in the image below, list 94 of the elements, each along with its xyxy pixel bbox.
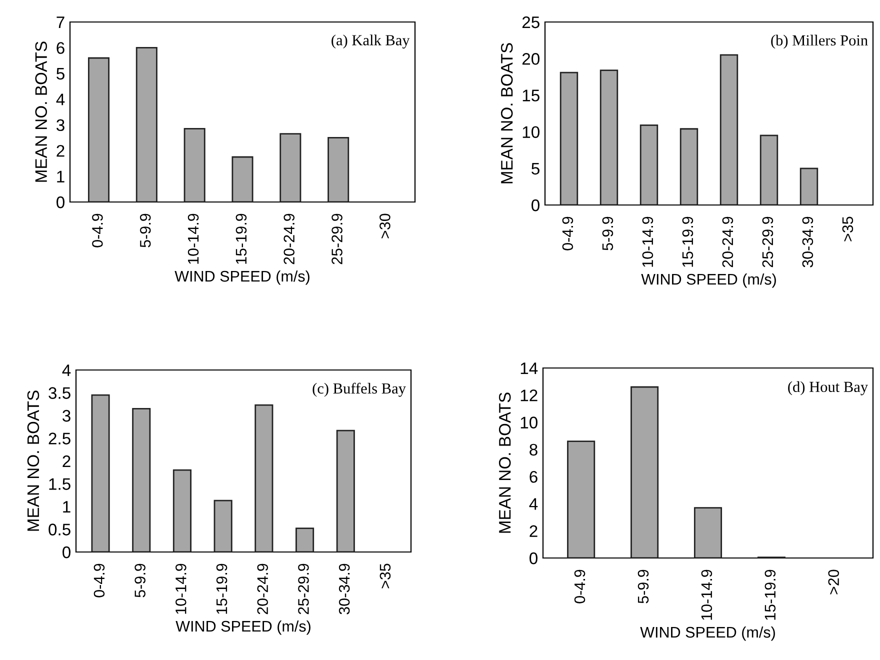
x-tick-label: 0-4.9 [92, 214, 103, 248]
x-tick-label: 20-24.9 [284, 214, 295, 264]
bar [760, 134, 778, 205]
y-tick-label: 2 [530, 525, 538, 537]
bar [136, 47, 158, 202]
annotation: (b) Millers Poin [771, 34, 868, 49]
x-tick-label: 15-19.9 [682, 216, 694, 267]
y-axis-title: MEAN NO. BOATS [498, 392, 511, 533]
bar [296, 528, 314, 552]
bar [232, 156, 254, 202]
y-tick-label: 5 [56, 68, 64, 80]
bar [694, 507, 722, 558]
y-tick-label: 25 [522, 16, 540, 28]
x-axis-title: WIND SPEED (m/s) [174, 270, 310, 285]
y-tick-label: 0 [56, 196, 64, 208]
x-tick-label: 20-24.9 [722, 216, 734, 268]
bar [214, 500, 232, 552]
y-tick-label: 12 [520, 390, 538, 402]
x-tick-label: 25-29.9 [332, 214, 342, 264]
bar [630, 386, 659, 558]
bar [680, 128, 698, 205]
x-tick-label: 30-34.9 [802, 216, 814, 268]
annotation: (c) Buffels Bay [312, 382, 406, 397]
y-axis-title: MEAN NO. BOATS [27, 390, 40, 531]
y-tick-label: 3 [56, 119, 64, 132]
y-tick-label: 6 [56, 42, 64, 54]
x-tick-label: >35 [842, 216, 854, 242]
bar [254, 404, 274, 552]
y-tick-label: 1 [57, 170, 64, 182]
bar [280, 133, 302, 202]
bar [567, 440, 596, 558]
x-tick-label: 15-19.9 [236, 214, 247, 264]
x-tick-label: 5-9.9 [134, 564, 146, 598]
y-tick-label: 0 [62, 546, 70, 558]
y-axis-title: MEAN NO. BOATS [500, 43, 513, 184]
x-tick-label: 0-4.9 [94, 564, 105, 598]
y-tick-label: 2 [56, 144, 64, 157]
bar [336, 430, 355, 552]
y-tick-label: 4 [529, 498, 538, 510]
y-tick-label: 4 [62, 364, 71, 376]
y-tick-label: 4 [56, 94, 65, 106]
bar [600, 70, 618, 205]
bar [560, 72, 578, 205]
x-tick-label: 20-24.9 [257, 564, 268, 614]
annotation: (a) Kalk Bay [332, 34, 410, 48]
x-tick-label: 25-29.9 [762, 216, 774, 268]
bar [328, 137, 350, 202]
bar [640, 124, 658, 205]
x-tick-label: >20 [828, 570, 840, 594]
x-tick-label: 5-9.9 [602, 216, 614, 250]
y-tick-label: 3.5 [48, 387, 70, 399]
y-tick-label: 2 [62, 455, 70, 468]
y-tick-label: 15 [522, 90, 540, 102]
y-tick-label: 2.5 [48, 432, 70, 444]
bar [91, 394, 110, 552]
x-tick-label: 5-9.9 [140, 214, 151, 248]
x-tick-label: 10-14.9 [176, 564, 186, 614]
y-tick-label: 0.5 [48, 524, 70, 536]
bar [88, 57, 110, 202]
x-tick-label: 10-14.9 [188, 214, 199, 264]
x-tick-label: 15-19.9 [764, 570, 776, 620]
x-tick-label: 0-4.9 [562, 216, 574, 250]
x-tick-label: 30-34.9 [338, 564, 350, 614]
x-tick-label: 0-4.9 [574, 570, 586, 604]
x-tick-label: 15-19.9 [216, 564, 228, 614]
x-axis-title: WIND SPEED (m/s) [641, 273, 776, 288]
y-axis-title: MEAN NO. BOATS [35, 42, 48, 182]
bar [132, 408, 151, 552]
bar [172, 469, 192, 552]
y-tick-label: 5 [532, 162, 540, 175]
y-tick-label: 10 [520, 416, 538, 428]
y-tick-label: 10 [522, 126, 540, 138]
y-tick-label: 6 [530, 470, 538, 483]
y-tick-label: 8 [530, 444, 538, 456]
y-tick-label: 1.5 [49, 478, 70, 490]
x-tick-label: 5-9.9 [638, 570, 649, 604]
x-tick-label: >30 [380, 214, 390, 238]
y-tick-label: 14 [520, 362, 538, 374]
y-tick-label: 3 [62, 410, 70, 422]
x-axis-title: WIND SPEED (m/s) [640, 626, 775, 641]
bar [720, 54, 738, 205]
y-tick-label: 7 [56, 16, 64, 28]
y-tick-label: 20 [522, 53, 540, 65]
bar [184, 128, 206, 202]
bar [800, 168, 818, 205]
x-tick-label: >35 [380, 564, 391, 588]
x-tick-label: 25-29.9 [298, 564, 309, 614]
x-tick-label: 10-14.9 [642, 216, 654, 267]
y-tick-label: 1 [63, 501, 70, 513]
x-axis-title: WIND SPEED (m/s) [176, 620, 310, 635]
x-tick-label: 10-14.9 [701, 570, 712, 620]
y-tick-label: 0 [532, 199, 540, 212]
annotation: (d) Hout Bay [788, 381, 868, 396]
y-tick-label: 0 [530, 552, 538, 564]
